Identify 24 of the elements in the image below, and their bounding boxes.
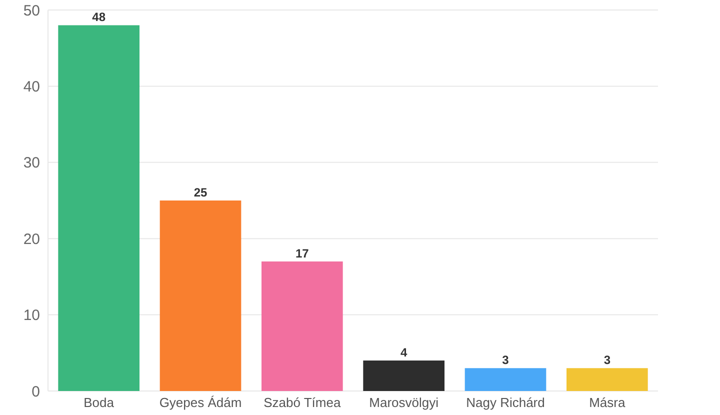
data-label: 4 [400, 346, 408, 360]
x-tick-label: Nagy Richárd [466, 395, 545, 410]
bar [363, 360, 444, 391]
bar [566, 368, 648, 391]
x-tick-label: Marosvölgyi [369, 395, 439, 410]
x-tick-label: Boda [84, 395, 115, 410]
x-tick-label: Gyepes Ádám [159, 395, 242, 410]
bar [262, 261, 343, 391]
bar [58, 25, 140, 391]
data-label: 48 [92, 10, 106, 24]
y-tick-label: 10 [23, 307, 40, 324]
x-tick-label: Másra [589, 395, 626, 410]
data-label: 25 [194, 186, 208, 200]
y-tick-label: 40 [23, 78, 40, 96]
data-label: 17 [295, 246, 310, 260]
x-tick-label: Szabó Tímea [264, 395, 342, 410]
data-label: 3 [502, 353, 510, 368]
bar [464, 368, 546, 391]
bar [160, 200, 242, 391]
data-label: 3 [604, 353, 611, 368]
y-tick-label: 50 [23, 2, 40, 20]
y-tick-label: 20 [23, 230, 40, 248]
y-tick-label: 0 [32, 383, 40, 400]
y-tick-label: 30 [23, 154, 40, 172]
